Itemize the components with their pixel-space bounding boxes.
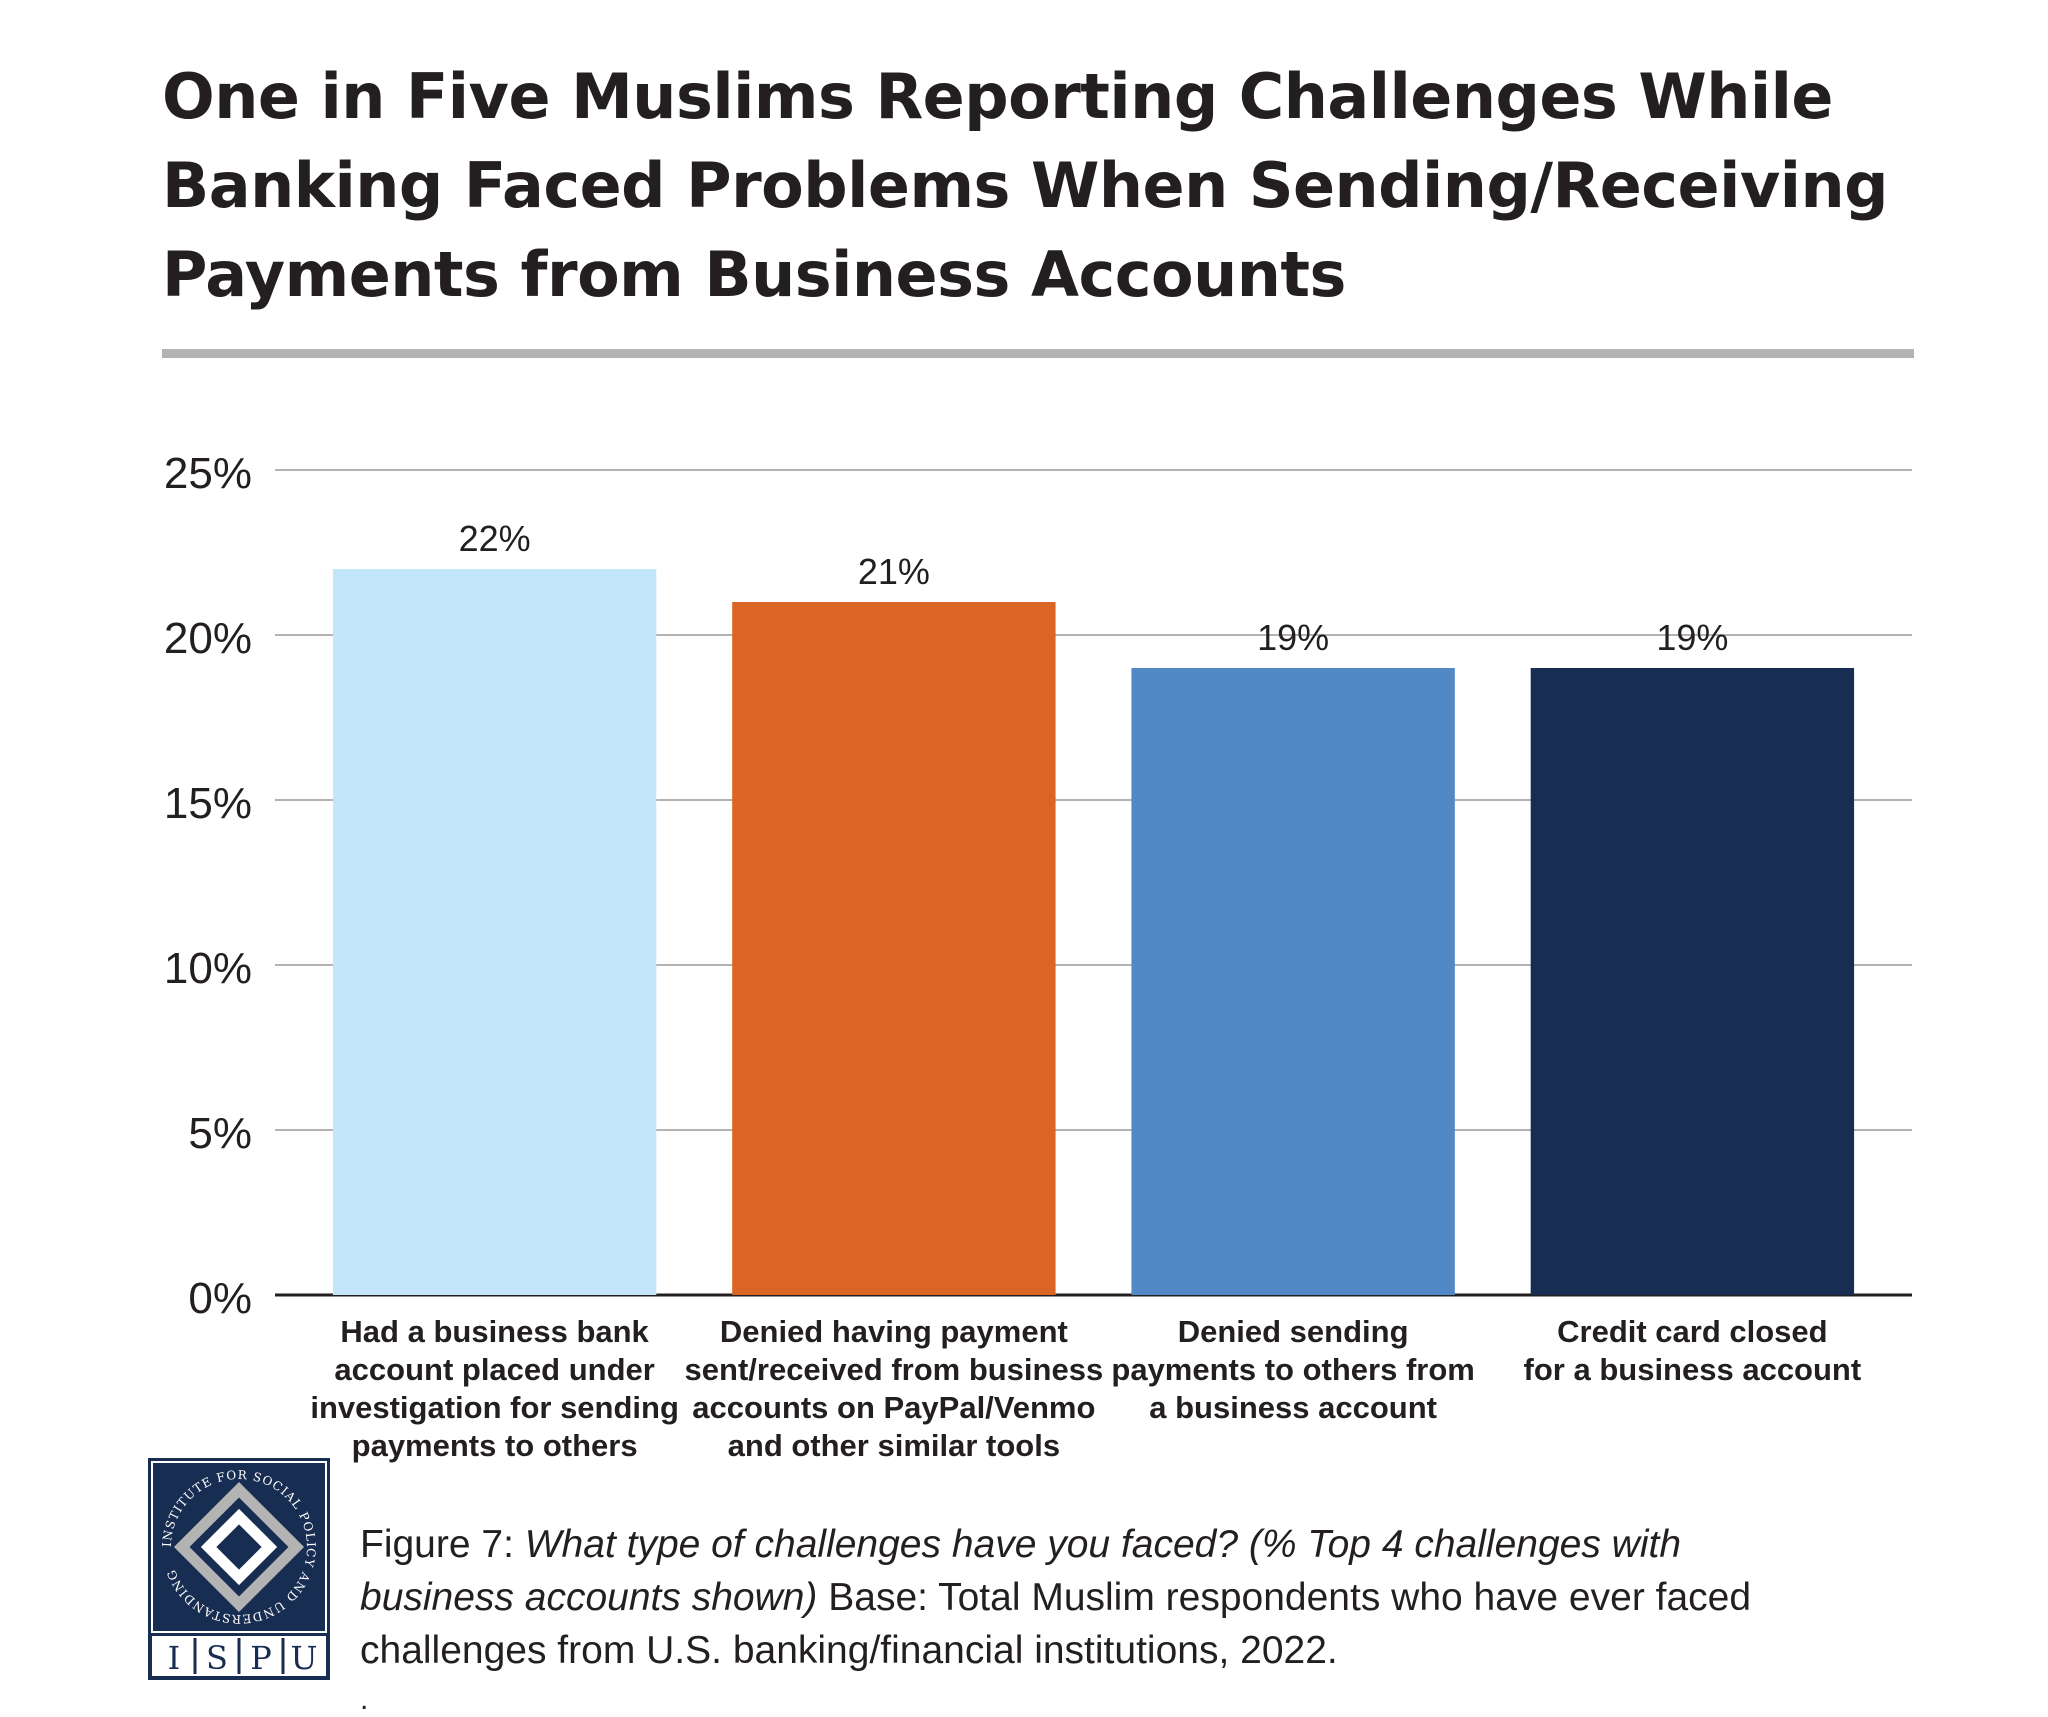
y-tick-label: 0% <box>188 1274 252 1323</box>
data-label: 22% <box>459 518 531 559</box>
caption-question-continued: business accounts shown) <box>360 1576 818 1619</box>
x-category-label: a business account <box>1149 1390 1437 1425</box>
logo-letter-u: U <box>291 1639 318 1677</box>
x-category-label: and other similar tools <box>728 1428 1060 1463</box>
y-tick-label: 15% <box>164 779 252 828</box>
data-label: 19% <box>1656 617 1728 658</box>
y-tick-label: 20% <box>164 614 252 663</box>
chart-title-line-3: Payments from Business Accounts <box>162 238 1346 311</box>
data-label: 19% <box>1257 617 1329 658</box>
logo-letter-p: P <box>250 1639 272 1677</box>
x-category-label: for a business account <box>1524 1352 1862 1387</box>
data-label: 21% <box>858 551 930 592</box>
caption-line-1: Figure 7: What type of challenges have y… <box>360 1518 1960 1571</box>
x-category-label: Denied sending <box>1178 1314 1409 1349</box>
caption-base-a: Base: Total Muslim respondents who have … <box>817 1576 1752 1619</box>
x-category-label: Denied having payment <box>720 1314 1068 1349</box>
chart-title-line-1: One in Five Muslims Reporting Challenges… <box>162 60 1833 133</box>
figure-label: Figure 7: <box>360 1523 514 1566</box>
bar <box>1530 668 1855 1295</box>
ispu-logo: INSTITUTE FOR SOCIAL POLICY AND UNDERSTA… <box>148 1458 330 1680</box>
x-category-label: accounts on PayPal/Venmo <box>692 1390 1095 1425</box>
bar <box>332 569 657 1295</box>
x-category-label: payments to others <box>352 1428 638 1463</box>
data-labels: 22% 21% 19% 19% <box>459 518 1729 658</box>
x-category-label: payments to others from <box>1111 1352 1474 1387</box>
bar-chart: 0% 5% 10% 15% 20% 25% 22% 21% 19% 19% Had a busi… <box>164 449 1912 1463</box>
caption-line-2: business accounts shown) Base: Total Mus… <box>360 1571 1960 1624</box>
chart-title-line-2: Banking Faced Problems When Sending/Rece… <box>162 149 1889 222</box>
title-divider <box>162 349 1914 358</box>
x-category-label: investigation for sending <box>310 1390 679 1425</box>
bar <box>732 602 1056 1295</box>
x-category-label: account placed under <box>334 1352 654 1387</box>
x-category-label: Credit card closed <box>1557 1314 1827 1349</box>
caption-question: What type of challenges have you faced? … <box>524 1523 1682 1566</box>
logo-letter-i: I <box>168 1639 181 1677</box>
chart-title: One in Five Muslims Reporting Challenges… <box>162 52 1962 319</box>
y-axis-ticks: 0% 5% 10% 15% 20% 25% <box>164 449 252 1323</box>
logo-letter-s: S <box>206 1639 228 1677</box>
bar <box>1131 668 1455 1295</box>
y-tick-label: 25% <box>164 449 252 498</box>
x-category-label: Had a business bank <box>340 1314 649 1349</box>
bars <box>332 569 1855 1295</box>
figure-caption: Figure 7: What type of challenges have y… <box>360 1518 1960 1677</box>
caption-line-3: challenges from U.S. banking/financial i… <box>360 1629 1338 1672</box>
y-tick-label: 5% <box>188 1109 252 1158</box>
trailing-period: . <box>360 1683 369 1716</box>
y-tick-label: 10% <box>164 944 252 993</box>
x-category-label: sent/received from business <box>685 1352 1104 1387</box>
